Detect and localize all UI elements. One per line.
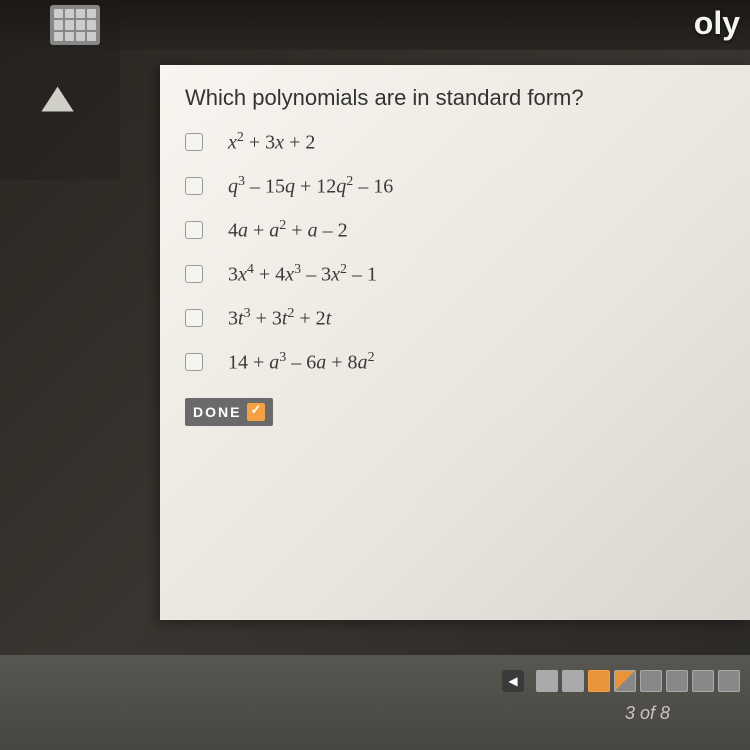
options-list: x2 + 3x + 2 q3 – 15q + 12q2 – 16 4a + a2 +… — [185, 126, 725, 378]
option-text: 14 + a3 – 6a + 8a2 — [228, 350, 375, 375]
prev-arrow-icon[interactable]: ◀ — [502, 670, 524, 692]
option-text: 3t3 + 3t2 + 2t — [228, 306, 331, 331]
up-arrow-icon[interactable]: ▴ — [41, 70, 74, 120]
option-text: 3x4 + 4x3 – 3x2 – 1 — [228, 262, 377, 287]
page-box[interactable] — [718, 670, 740, 692]
option-row: 14 + a3 – 6a + 8a2 — [185, 346, 725, 378]
option-checkbox[interactable] — [185, 133, 203, 151]
option-row: x2 + 3x + 2 — [185, 126, 725, 158]
option-checkbox[interactable] — [185, 221, 203, 239]
option-checkbox[interactable] — [185, 309, 203, 327]
option-row: q3 – 15q + 12q2 – 16 — [185, 170, 725, 202]
option-text: x2 + 3x + 2 — [228, 130, 315, 155]
page-box[interactable] — [614, 670, 636, 692]
done-label: DONE — [193, 404, 241, 420]
question-text: Which polynomials are in standard form? — [185, 85, 725, 111]
page-box[interactable] — [562, 670, 584, 692]
page-box[interactable] — [536, 670, 558, 692]
bottom-bar: ◀ 3 of 8 — [0, 655, 750, 750]
option-checkbox[interactable] — [185, 177, 203, 195]
option-row: 3x4 + 4x3 – 3x2 – 1 — [185, 258, 725, 290]
option-checkbox[interactable] — [185, 353, 203, 371]
option-row: 3t3 + 3t2 + 2t — [185, 302, 725, 334]
title-fragment: oly — [694, 5, 740, 42]
option-checkbox[interactable] — [185, 265, 203, 283]
left-toolbar: ▴ — [0, 0, 120, 180]
option-row: 4a + a2 + a – 2 — [185, 214, 725, 246]
option-text: 4a + a2 + a – 2 — [228, 218, 348, 243]
page-counter: 3 of 8 — [625, 703, 670, 724]
page-box[interactable] — [666, 670, 688, 692]
page-box[interactable] — [640, 670, 662, 692]
keyboard-icon[interactable] — [50, 5, 100, 45]
page-box[interactable] — [692, 670, 714, 692]
pagination-boxes: ◀ — [502, 670, 740, 692]
question-panel: Which polynomials are in standard form? … — [160, 65, 750, 620]
page-box[interactable] — [588, 670, 610, 692]
check-icon — [247, 403, 265, 421]
option-text: q3 – 15q + 12q2 – 16 — [228, 174, 393, 199]
done-button[interactable]: DONE — [185, 398, 273, 426]
